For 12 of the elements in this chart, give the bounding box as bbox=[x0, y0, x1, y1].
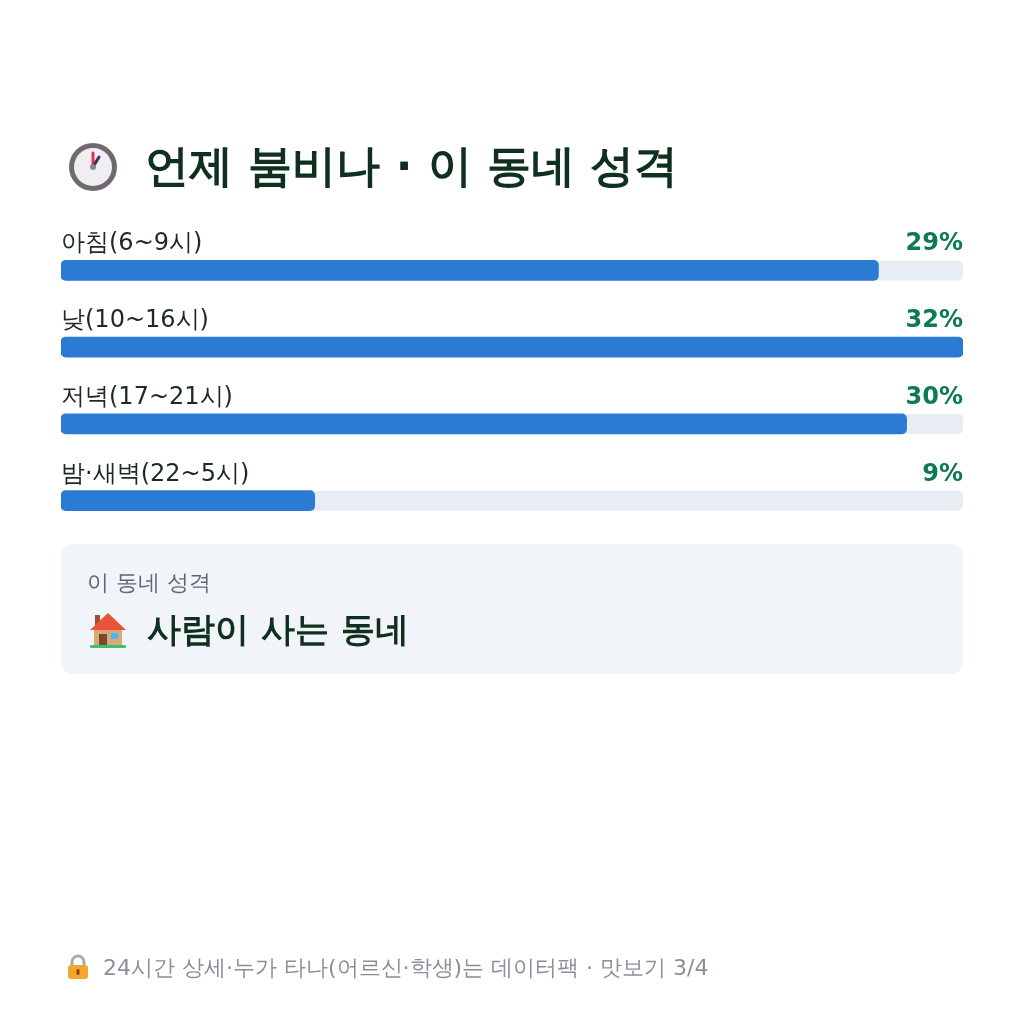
text: 24시간 상세·누가 타나(어르신·학생)는 데이터팩 · 맛보기 3/4 bbox=[103, 954, 709, 982]
data-label: 32% bbox=[905, 305, 963, 334]
y-tick-label: 아침(6~9시) bbox=[61, 228, 203, 257]
data-label: 30% bbox=[905, 381, 963, 410]
y-tick-label: 저녁(17~21시) bbox=[61, 381, 233, 410]
data-label: 29% bbox=[905, 228, 963, 257]
text: 이 동네 성격 bbox=[87, 569, 211, 597]
data-label: 9% bbox=[922, 458, 963, 487]
text: 사람이 사는 동네 bbox=[147, 608, 409, 651]
y-tick-label: 밤·새벽(22~5시) bbox=[61, 458, 250, 487]
y-tick-label: 낮(10~16시) bbox=[61, 305, 209, 334]
chart-title: 언제 붐비나 · 이 동네 성격 bbox=[145, 139, 679, 193]
